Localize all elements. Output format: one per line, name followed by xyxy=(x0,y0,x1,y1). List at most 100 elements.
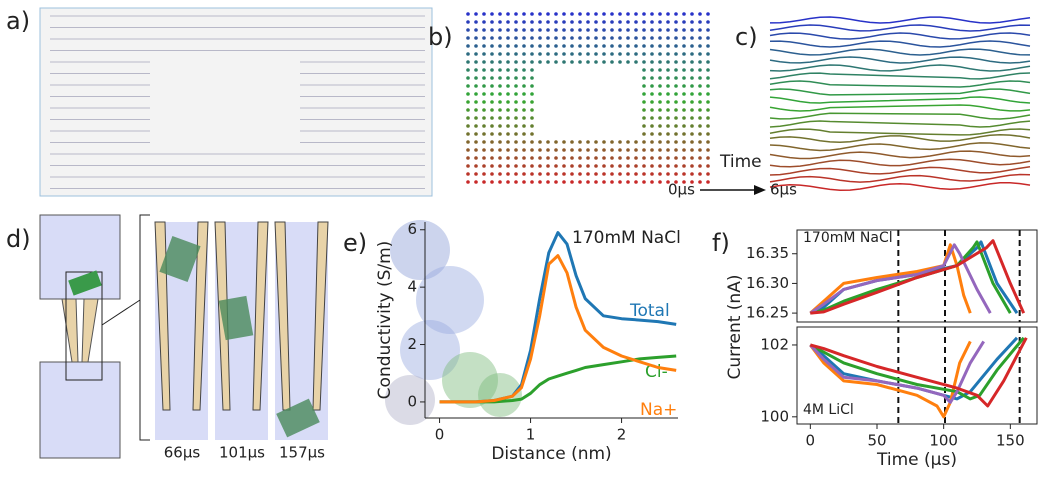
bead xyxy=(610,172,614,176)
bead xyxy=(698,180,702,184)
bead xyxy=(594,172,598,176)
bead xyxy=(490,52,494,56)
bead xyxy=(482,28,486,32)
bead xyxy=(514,28,518,32)
bead xyxy=(562,52,566,56)
bead xyxy=(674,92,678,96)
bead xyxy=(514,12,518,16)
bead xyxy=(634,148,638,152)
bead xyxy=(642,60,646,64)
bead xyxy=(658,36,662,40)
panel-label: c) xyxy=(735,23,758,51)
bead xyxy=(626,156,630,160)
bead xyxy=(690,124,694,128)
bead xyxy=(642,148,646,152)
y-tick-label: 16.25 xyxy=(746,304,789,322)
pore-wall xyxy=(154,221,209,411)
bead xyxy=(498,156,502,160)
bead xyxy=(626,180,630,184)
bead xyxy=(506,116,510,120)
bead xyxy=(690,36,694,40)
annotation: 4M LiCl xyxy=(803,402,854,418)
bead xyxy=(626,60,630,64)
strand xyxy=(769,40,1031,48)
bead xyxy=(658,172,662,176)
bead xyxy=(650,164,654,168)
bead xyxy=(474,52,478,56)
bead xyxy=(530,148,534,152)
bead xyxy=(586,164,590,168)
origami xyxy=(159,236,201,282)
bead xyxy=(690,84,694,88)
panel-label: a) xyxy=(6,7,30,35)
bead xyxy=(682,92,686,96)
bead xyxy=(690,156,694,160)
bead xyxy=(514,140,518,144)
dna-blob xyxy=(400,320,460,380)
bead xyxy=(586,52,590,56)
bead xyxy=(674,108,678,112)
strand xyxy=(769,104,1031,112)
bead xyxy=(674,140,678,144)
bead xyxy=(522,108,526,112)
bead xyxy=(586,44,590,48)
bead xyxy=(474,12,478,16)
x-tick-label: 0 xyxy=(806,432,816,450)
bead xyxy=(586,172,590,176)
bead xyxy=(578,156,582,160)
bead xyxy=(602,12,606,16)
bead xyxy=(658,132,662,136)
zoom-frame xyxy=(65,271,103,381)
bead xyxy=(538,20,542,24)
bead xyxy=(690,20,694,24)
bead xyxy=(698,132,702,136)
bead xyxy=(650,156,654,160)
bead xyxy=(474,124,478,128)
x-tick-label: 100 xyxy=(929,432,958,450)
bead xyxy=(586,60,590,64)
bead xyxy=(642,116,646,120)
bead xyxy=(474,68,478,72)
arrow-head xyxy=(754,185,766,195)
bead xyxy=(706,156,710,160)
bead xyxy=(674,60,678,64)
bead xyxy=(666,100,670,104)
bead xyxy=(618,12,622,16)
strand xyxy=(769,173,1031,183)
bead xyxy=(666,172,670,176)
bead xyxy=(490,60,494,64)
bead xyxy=(674,116,678,120)
annotation: 170mM NaCl xyxy=(572,228,681,248)
bead xyxy=(506,12,510,16)
bead xyxy=(522,100,526,104)
bead xyxy=(506,180,510,184)
bead xyxy=(634,20,638,24)
bead xyxy=(498,52,502,56)
bead xyxy=(602,172,606,176)
bead xyxy=(586,148,590,152)
bead xyxy=(650,108,654,112)
bead xyxy=(594,164,598,168)
bead xyxy=(490,116,494,120)
bead xyxy=(626,172,630,176)
bead xyxy=(602,44,606,48)
bead xyxy=(482,148,486,152)
bead xyxy=(618,60,622,64)
bead xyxy=(658,20,662,24)
bead xyxy=(658,84,662,88)
bead xyxy=(530,164,534,168)
bead xyxy=(522,28,526,32)
series-line xyxy=(810,239,1026,315)
bead xyxy=(642,52,646,56)
bead xyxy=(522,172,526,176)
bead xyxy=(466,84,470,88)
bead xyxy=(658,12,662,16)
bead xyxy=(474,76,478,80)
bead xyxy=(490,68,494,72)
bead xyxy=(530,60,534,64)
bead xyxy=(522,124,526,128)
bead xyxy=(674,20,678,24)
bead xyxy=(706,76,710,80)
bead xyxy=(498,12,502,16)
bead xyxy=(642,180,646,184)
